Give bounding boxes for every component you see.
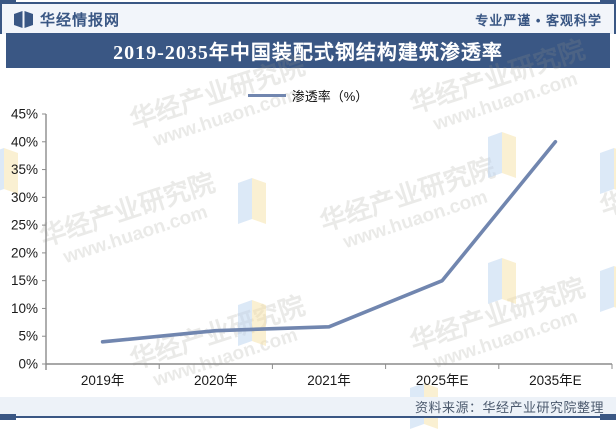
top-border-line (0, 2, 616, 4)
y-tick-label: 40% (11, 134, 38, 149)
brand: 华经情报网 (14, 9, 120, 30)
y-tick-label: 25% (11, 218, 38, 233)
line-chart: 0% 5% 10% 15% 20% 25% 30% 35% 40% 45% 2019年 2020年 20… (11, 107, 613, 388)
x-tick-label: 2025年E (416, 373, 469, 388)
top-left-corner-block (0, 0, 16, 7)
source-strip: 资料来源：华经产业研究院整理 (0, 397, 616, 416)
bottom-right-corner-block (600, 414, 616, 420)
brand-name: 华经情报网 (40, 11, 121, 29)
legend-label: 渗透率（%） (291, 89, 369, 104)
y-tick-label: 10% (11, 301, 38, 316)
y-tick-label: 5% (18, 329, 38, 344)
chart-title: 2019-2035年中国装配式钢结构建筑渗透率 (113, 42, 503, 64)
source-text: 资料来源：华经产业研究院整理 (414, 400, 604, 415)
x-tick-label: 2035年E (529, 373, 582, 388)
y-tick-label: 0% (18, 357, 38, 372)
bottom-border-line (0, 416, 616, 418)
open-book-logo-icon (14, 10, 33, 28)
y-tick-label: 20% (11, 245, 38, 260)
y-tick-label: 45% (11, 107, 38, 122)
header-slogan: 专业严谨 • 客观科学 (475, 12, 602, 28)
legend-line-swatch (247, 94, 286, 97)
bottom-left-corner-block (0, 414, 16, 420)
legend: 渗透率（%） (0, 86, 616, 105)
header-right-border (614, 3, 616, 34)
y-tick-label: 15% (11, 273, 38, 288)
header-left-border (0, 3, 2, 34)
y-tick-label: 30% (11, 190, 38, 205)
chart-title-banner: 2019-2035年中国装配式钢结构建筑渗透率 (6, 33, 610, 68)
y-tick-label: 35% (11, 162, 38, 177)
x-tick-label: 2019年 (81, 373, 125, 388)
top-right-corner-block (600, 0, 616, 7)
x-tick-label: 2020年 (194, 373, 238, 388)
x-tick-label: 2021年 (307, 373, 351, 388)
series-line-渗透率（%） (100, 139, 558, 344)
header-bar: 华经情报网 专业严谨 • 客观科学 (2, 4, 614, 34)
